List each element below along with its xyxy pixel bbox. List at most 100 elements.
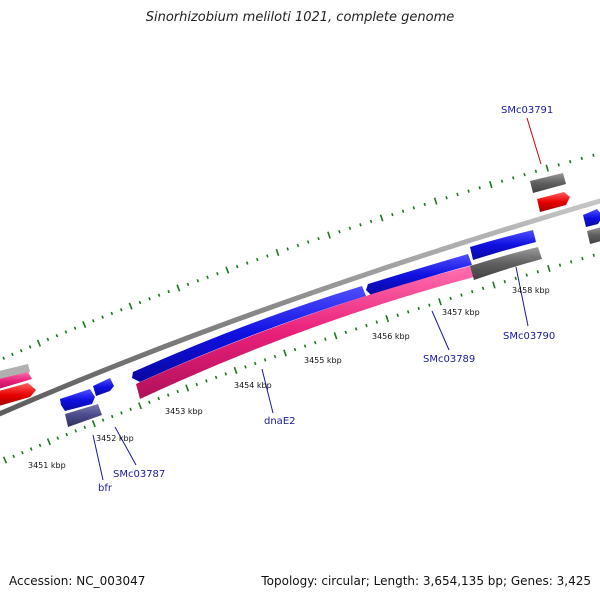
tick-mark (55, 333, 59, 338)
genome-backbone (0, 198, 600, 417)
tick-mark (273, 354, 277, 359)
tick-mark (2, 356, 6, 360)
gene-smc03791-gray (530, 173, 566, 193)
tick-mark (157, 293, 161, 297)
tick-mark (120, 411, 123, 415)
tick-mark (245, 261, 249, 265)
tick-mark (449, 296, 452, 301)
gene-leader-lines (92, 117, 542, 481)
tick-mark (129, 407, 132, 411)
tick-mark (401, 209, 405, 213)
scale-label: 3453 kbp (165, 407, 203, 416)
tick-mark (523, 172, 526, 177)
tick-mark (83, 425, 87, 430)
scale-label: 3452 kbp (96, 434, 134, 443)
tick-mark (36, 339, 42, 347)
tick-mark (423, 202, 426, 207)
tick-mark (406, 310, 410, 314)
tick-mark (206, 275, 209, 279)
tick-mark (428, 303, 431, 307)
tick-mark (500, 179, 504, 183)
tick-mark (283, 349, 287, 357)
tick-mark (275, 248, 280, 257)
tick-mark (12, 454, 16, 459)
tick-mark (375, 320, 379, 324)
gene-smc03790 (470, 247, 542, 280)
gene-label-smc03791[interactable]: SMc03791 (501, 105, 553, 116)
scale-label: 3455 kbp (304, 356, 342, 365)
gene-label-smc03790[interactable]: SMc03790 (503, 331, 555, 342)
gene-label-smc03789[interactable]: SMc03789 (423, 354, 475, 365)
tick-mark (481, 286, 485, 291)
gene-label-bfr[interactable]: bfr (98, 483, 113, 494)
tick-mark (547, 264, 551, 273)
tick-mark (534, 169, 538, 174)
tick-mark (438, 298, 442, 306)
tick-mark (205, 379, 208, 383)
gene-label-smc03787[interactable]: SMc03787 (113, 469, 165, 480)
tick-mark (46, 438, 51, 446)
tick-mark (74, 429, 78, 433)
outer-tick-track (2, 153, 595, 360)
tick-mark (545, 164, 549, 172)
tick-mark (82, 320, 87, 329)
tick-mark (369, 219, 373, 224)
tick-mark (110, 414, 114, 419)
tick-mark (21, 450, 24, 455)
gene-label-dnae2[interactable]: dnaE2 (264, 416, 296, 427)
tick-mark (186, 282, 190, 287)
inner-tick-track (2, 253, 595, 464)
tick-mark (225, 266, 230, 274)
tick-mark (119, 308, 123, 312)
tick-mark (391, 212, 394, 217)
gene-dnae2 (132, 286, 366, 382)
tick-mark (525, 273, 528, 277)
tick-mark (467, 189, 470, 193)
tick-mark (263, 358, 267, 362)
tick-mark (313, 340, 317, 345)
tick-mark (433, 197, 438, 205)
tick-mark (73, 326, 77, 330)
tick-mark (412, 206, 416, 210)
tick-mark (138, 300, 142, 305)
tick-mark (445, 196, 448, 200)
tick-mark (148, 297, 151, 301)
tick-mark (592, 153, 595, 157)
tick-mark (592, 253, 595, 257)
tick-mark (56, 436, 60, 440)
tick-mark (296, 243, 300, 248)
scale-label: 3457 kbp (442, 308, 480, 317)
gene-smc03789 (366, 254, 472, 296)
tick-mark (196, 279, 200, 283)
tick-mark (91, 420, 96, 428)
tick-mark (256, 257, 259, 262)
tick-mark (536, 270, 539, 274)
tick-mark (503, 279, 506, 284)
tick-mark (167, 289, 170, 294)
tick-mark (489, 180, 493, 189)
tick-mark (471, 289, 474, 294)
tick-mark (514, 276, 517, 281)
tick-mark (557, 163, 560, 167)
tick-mark (396, 313, 399, 317)
tick-mark (338, 230, 341, 234)
tick-mark (303, 344, 307, 348)
scale-label: 3451 kbp (28, 461, 66, 470)
tick-mark (148, 400, 151, 404)
tick-mark (176, 284, 181, 292)
scale-label: 3456 kbp (372, 332, 410, 341)
tick-mark (327, 231, 331, 239)
gene-smc03790-upper (470, 230, 536, 260)
tick-mark (266, 254, 269, 258)
tick-mark (417, 306, 420, 311)
tick-mark (19, 348, 23, 353)
tick-mark (379, 214, 384, 222)
gene-smc03787-upper (60, 389, 95, 411)
tick-mark (512, 176, 515, 180)
tick-mark (359, 223, 362, 227)
tick-mark (138, 402, 142, 410)
tick-mark (110, 311, 114, 316)
tick-mark (478, 186, 481, 190)
